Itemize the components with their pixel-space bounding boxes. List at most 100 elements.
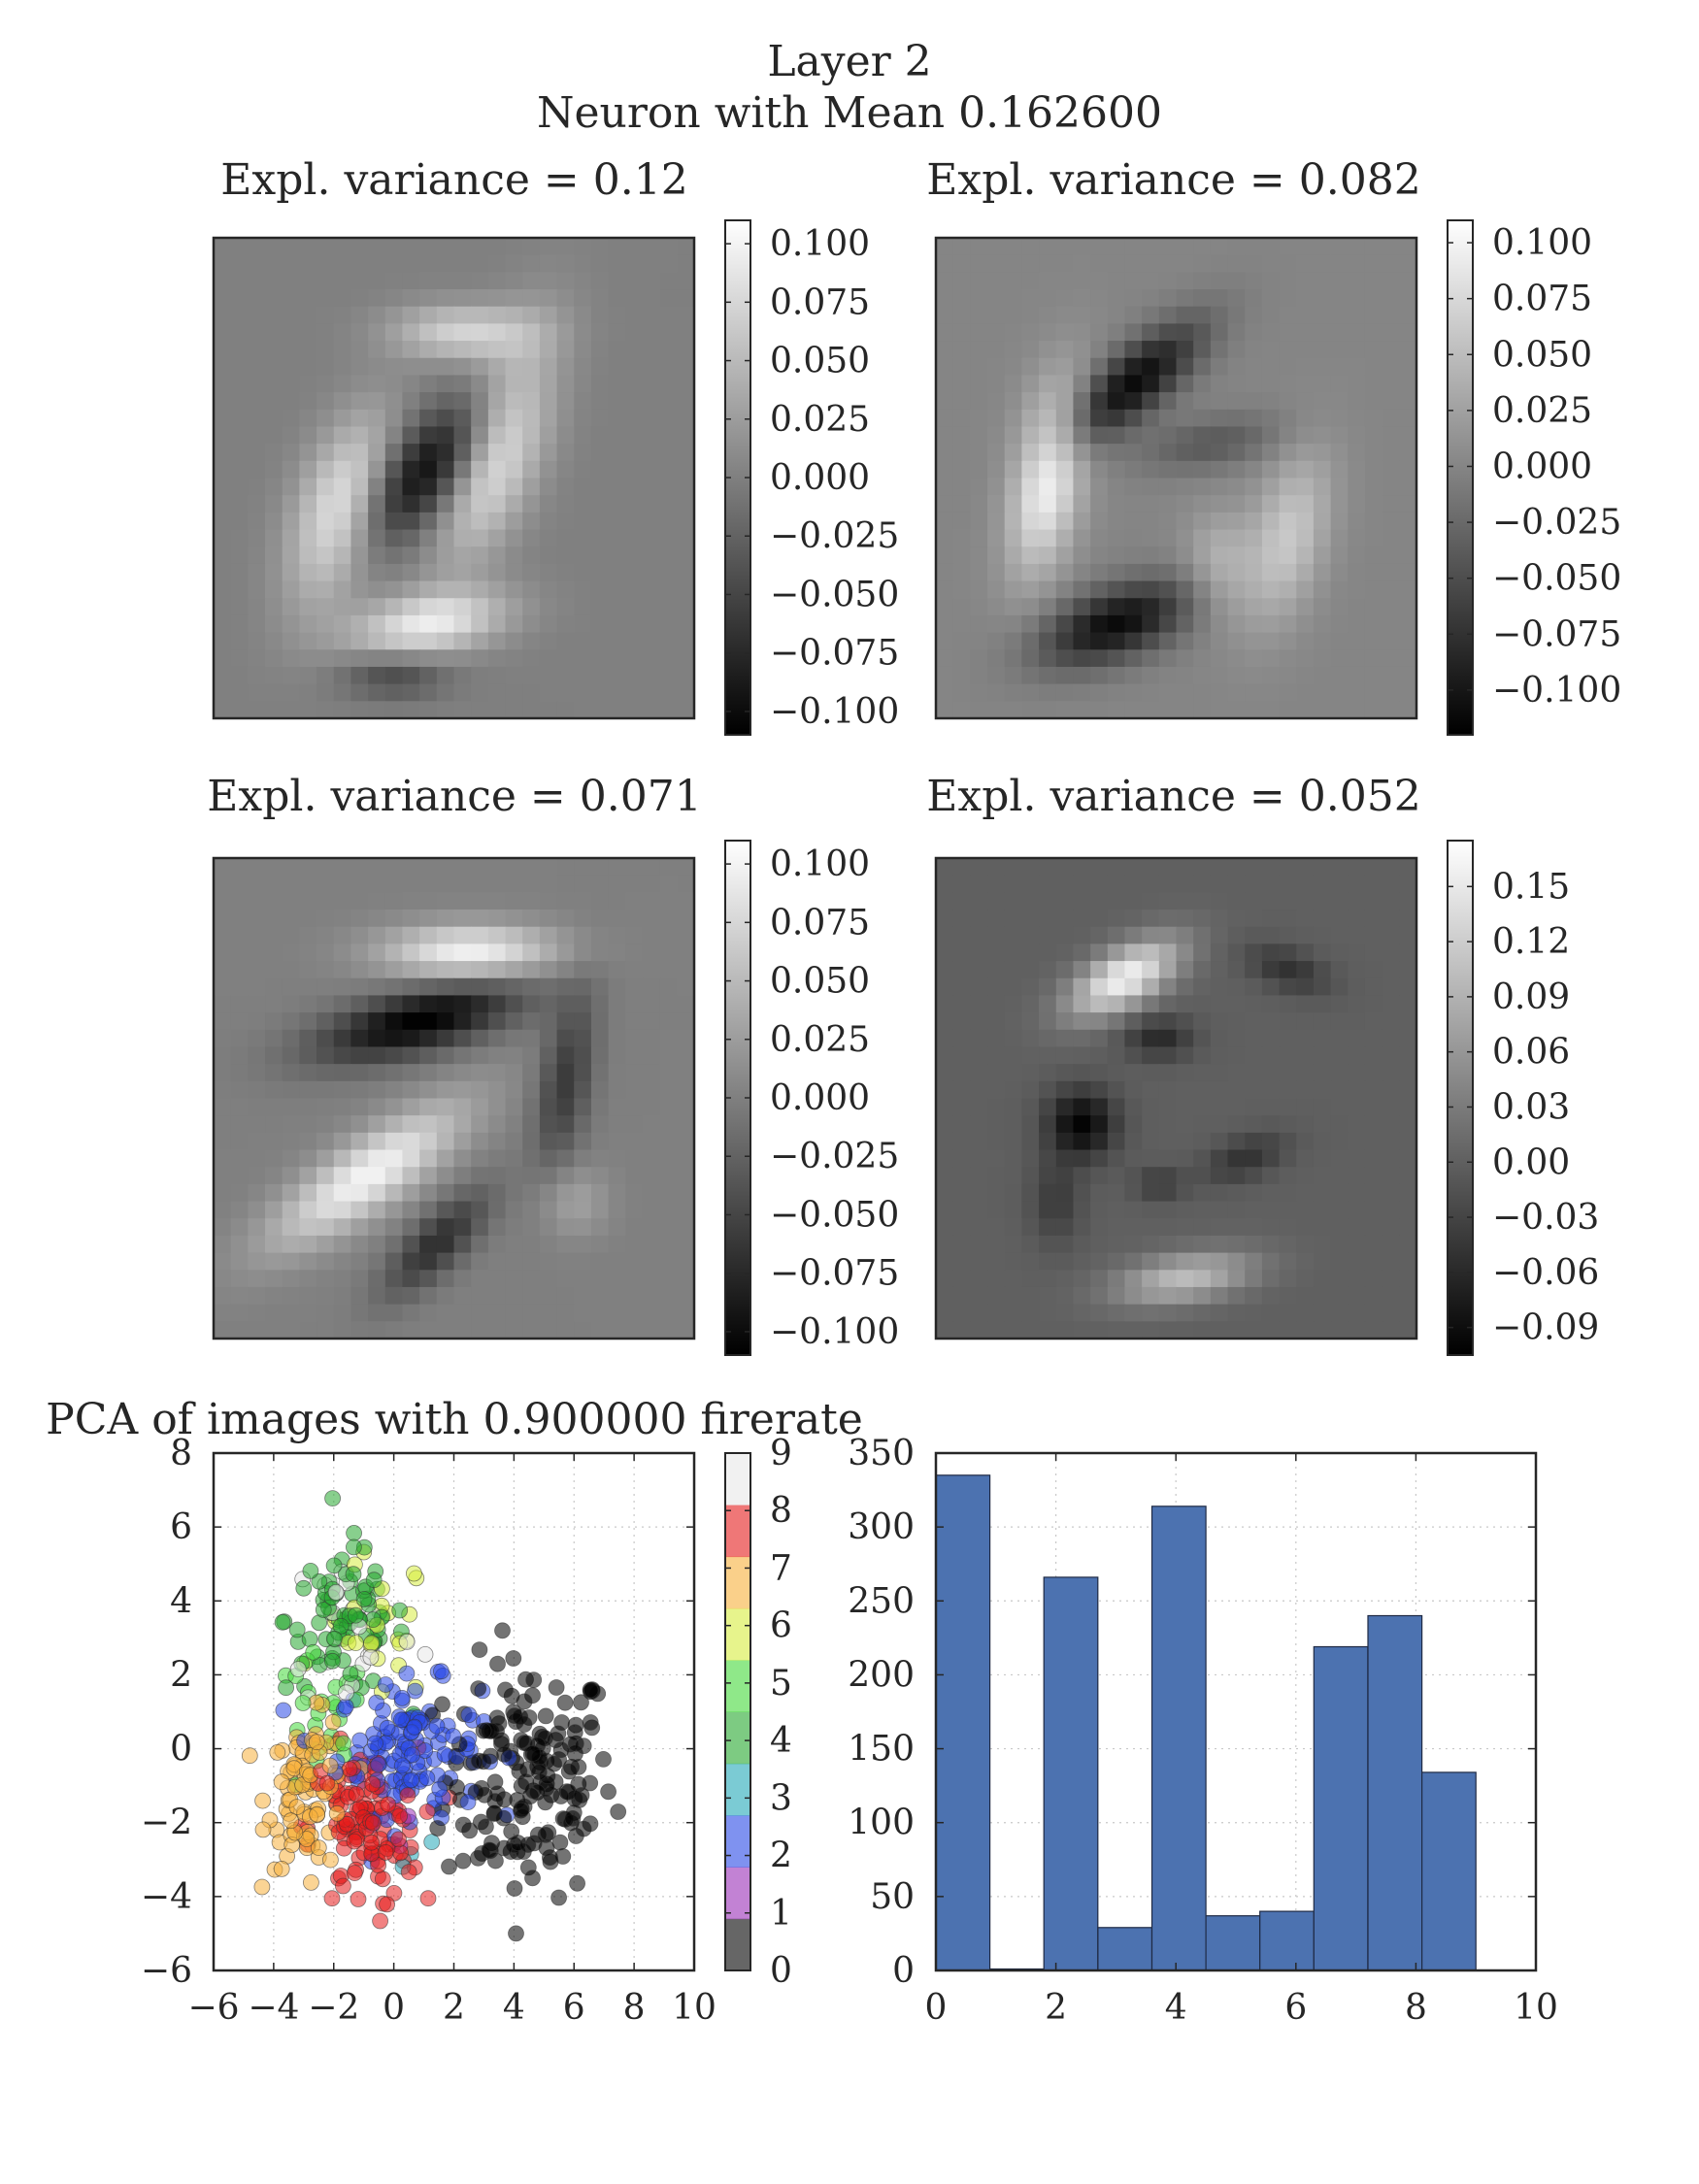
heatmap-cell [1399, 1218, 1417, 1237]
heatmap-cell [1142, 341, 1160, 359]
heatmap-cell [590, 701, 610, 719]
heatmap-cell [368, 1218, 386, 1237]
heatmap-cell [282, 977, 300, 997]
heatmap-cell [384, 632, 404, 650]
heatmap-cell [556, 580, 575, 599]
heatmap-cell [1142, 1270, 1160, 1288]
heatmap-cell [1261, 289, 1281, 308]
heatmap-cell [1193, 1286, 1212, 1306]
heatmap-cell [299, 1304, 317, 1322]
heatmap-cell [1245, 460, 1263, 480]
scatter-point [294, 1695, 312, 1711]
colorbar-segment [725, 1711, 750, 1765]
heatmap-cell [505, 409, 523, 428]
heatmap-cell [282, 238, 300, 256]
scatter-point [569, 1874, 585, 1892]
heatmap-cell [556, 512, 575, 531]
heatmap-cell [1261, 254, 1281, 273]
heatmap-cell [1261, 995, 1281, 1013]
heatmap-cell [214, 444, 232, 462]
heatmap-cell [1176, 701, 1194, 719]
heatmap-cell [952, 289, 971, 308]
heatmap-cell [350, 1098, 369, 1116]
heatmap-cell [522, 238, 541, 256]
heatmap-cell [1296, 580, 1315, 599]
heatmap-cell [248, 1080, 266, 1100]
heatmap-cell [299, 546, 317, 565]
heatmap-cell [1090, 892, 1109, 910]
colorbar-tick-label: 0.03 [1492, 1087, 1570, 1127]
heatmap-cell [1158, 995, 1178, 1013]
heatmap-cell [1261, 426, 1281, 445]
heatmap-cell [608, 1321, 626, 1340]
heatmap-cell [487, 289, 507, 308]
x-tick-label: 6 [1284, 1988, 1307, 2028]
heatmap-cell [556, 614, 575, 634]
heatmap-cell [1382, 392, 1400, 411]
heatmap-cell [1039, 546, 1057, 565]
heatmap-cell [936, 529, 954, 547]
colorbar-segment [725, 1505, 750, 1558]
heatmap-cell [471, 1235, 489, 1254]
histogram-bar [1259, 1910, 1315, 1971]
heatmap-cell [574, 1252, 592, 1271]
heatmap-cell [1210, 1252, 1229, 1271]
heatmap-cell [1158, 409, 1178, 428]
heatmap-cell [1055, 1183, 1075, 1203]
heatmap-cell [1261, 910, 1281, 928]
heatmap-cell [987, 701, 1006, 719]
heatmap-cell [1004, 1235, 1022, 1254]
heatmap-cell [1090, 1167, 1109, 1185]
heatmap-cell [316, 1304, 335, 1322]
heatmap-cell [1399, 512, 1417, 531]
heatmap-cell [419, 272, 438, 290]
heatmap-cell [230, 254, 249, 273]
heatmap-cell [453, 1046, 472, 1065]
heatmap-cell [1261, 238, 1281, 256]
heatmap-cell [248, 409, 266, 428]
heatmap-cell [1330, 875, 1349, 893]
heatmap-cell [1210, 546, 1229, 565]
heatmap-cell [230, 632, 249, 650]
heatmap-cell [574, 392, 592, 411]
heatmap-cell [299, 460, 317, 480]
heatmap-cell [1348, 1080, 1366, 1100]
heatmap-cell [1142, 306, 1160, 324]
heatmap-cell [659, 614, 678, 634]
heatmap-cell [368, 598, 386, 616]
heatmap-cell [333, 666, 352, 685]
heatmap-cell [539, 495, 558, 513]
heatmap-cell [487, 1149, 507, 1168]
heatmap-cell [1245, 357, 1263, 377]
heatmap-cell [282, 289, 300, 308]
heatmap-cell [1364, 1167, 1383, 1185]
heatmap-cell [1124, 444, 1143, 462]
x-tick-label: 8 [623, 1988, 646, 2028]
heatmap-cell [299, 1270, 317, 1288]
heatmap-cell [625, 426, 644, 445]
heatmap-cell [471, 666, 489, 685]
heatmap-cell [522, 460, 541, 480]
heatmap-cell [1055, 943, 1075, 962]
heatmap-cell [316, 598, 335, 616]
heatmap-cell [1313, 1218, 1332, 1237]
heatmap-cell [608, 1064, 626, 1082]
colorbar-tick-label: −0.050 [770, 575, 899, 614]
heatmap-cell [487, 910, 507, 928]
heatmap-cell [522, 1235, 541, 1254]
heatmap-cell [1245, 409, 1263, 428]
heatmap-cell [1330, 995, 1349, 1013]
colorbar-tick-label: 9 [770, 1434, 792, 1473]
heatmap-cell [677, 323, 695, 342]
heatmap-cell [1193, 961, 1212, 979]
heatmap-cell [248, 1132, 266, 1151]
heatmap-cell [1107, 1270, 1126, 1288]
heatmap-cell [1107, 614, 1126, 634]
heatmap-cell [1279, 1304, 1297, 1322]
heatmap-cell [987, 375, 1006, 393]
scatter-point [377, 1676, 394, 1693]
scatter-point [334, 1877, 351, 1895]
heatmap-cell [642, 563, 661, 582]
heatmap-cell [1039, 444, 1057, 462]
